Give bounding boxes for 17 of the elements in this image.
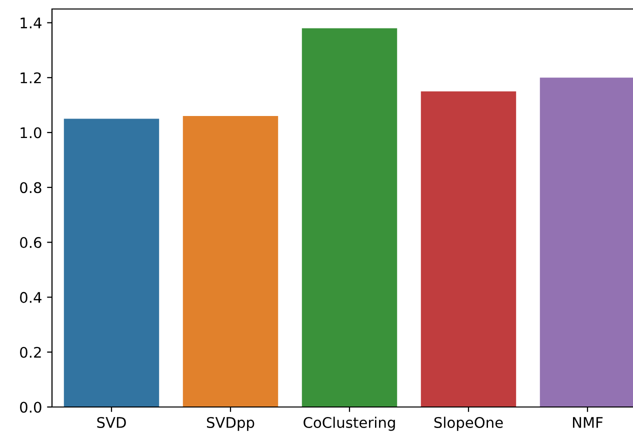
y-tick-label: 1.4 xyxy=(20,18,42,28)
y-tick-label: 0.4 xyxy=(20,292,42,303)
y-tick-label: 1.2 xyxy=(20,72,41,84)
x-tick-label: SlopeOne xyxy=(434,416,503,431)
x-tick-label: SVD xyxy=(97,416,126,428)
y-tick-label: 0.6 xyxy=(20,237,42,248)
x-tick-label: SVDpp xyxy=(206,416,254,431)
y-tick-label: 0.2 xyxy=(20,346,41,358)
bar xyxy=(64,118,160,407)
bar xyxy=(302,28,398,407)
x-tick-label: CoClustering xyxy=(304,416,395,431)
y-tick-label: 0.8 xyxy=(20,182,42,194)
y-tick-label: 1.0 xyxy=(20,127,42,138)
x-tick-label: NMF xyxy=(572,417,603,428)
bar xyxy=(182,116,278,407)
bar xyxy=(420,91,516,407)
y-tick-label: 0.0 xyxy=(20,402,42,413)
